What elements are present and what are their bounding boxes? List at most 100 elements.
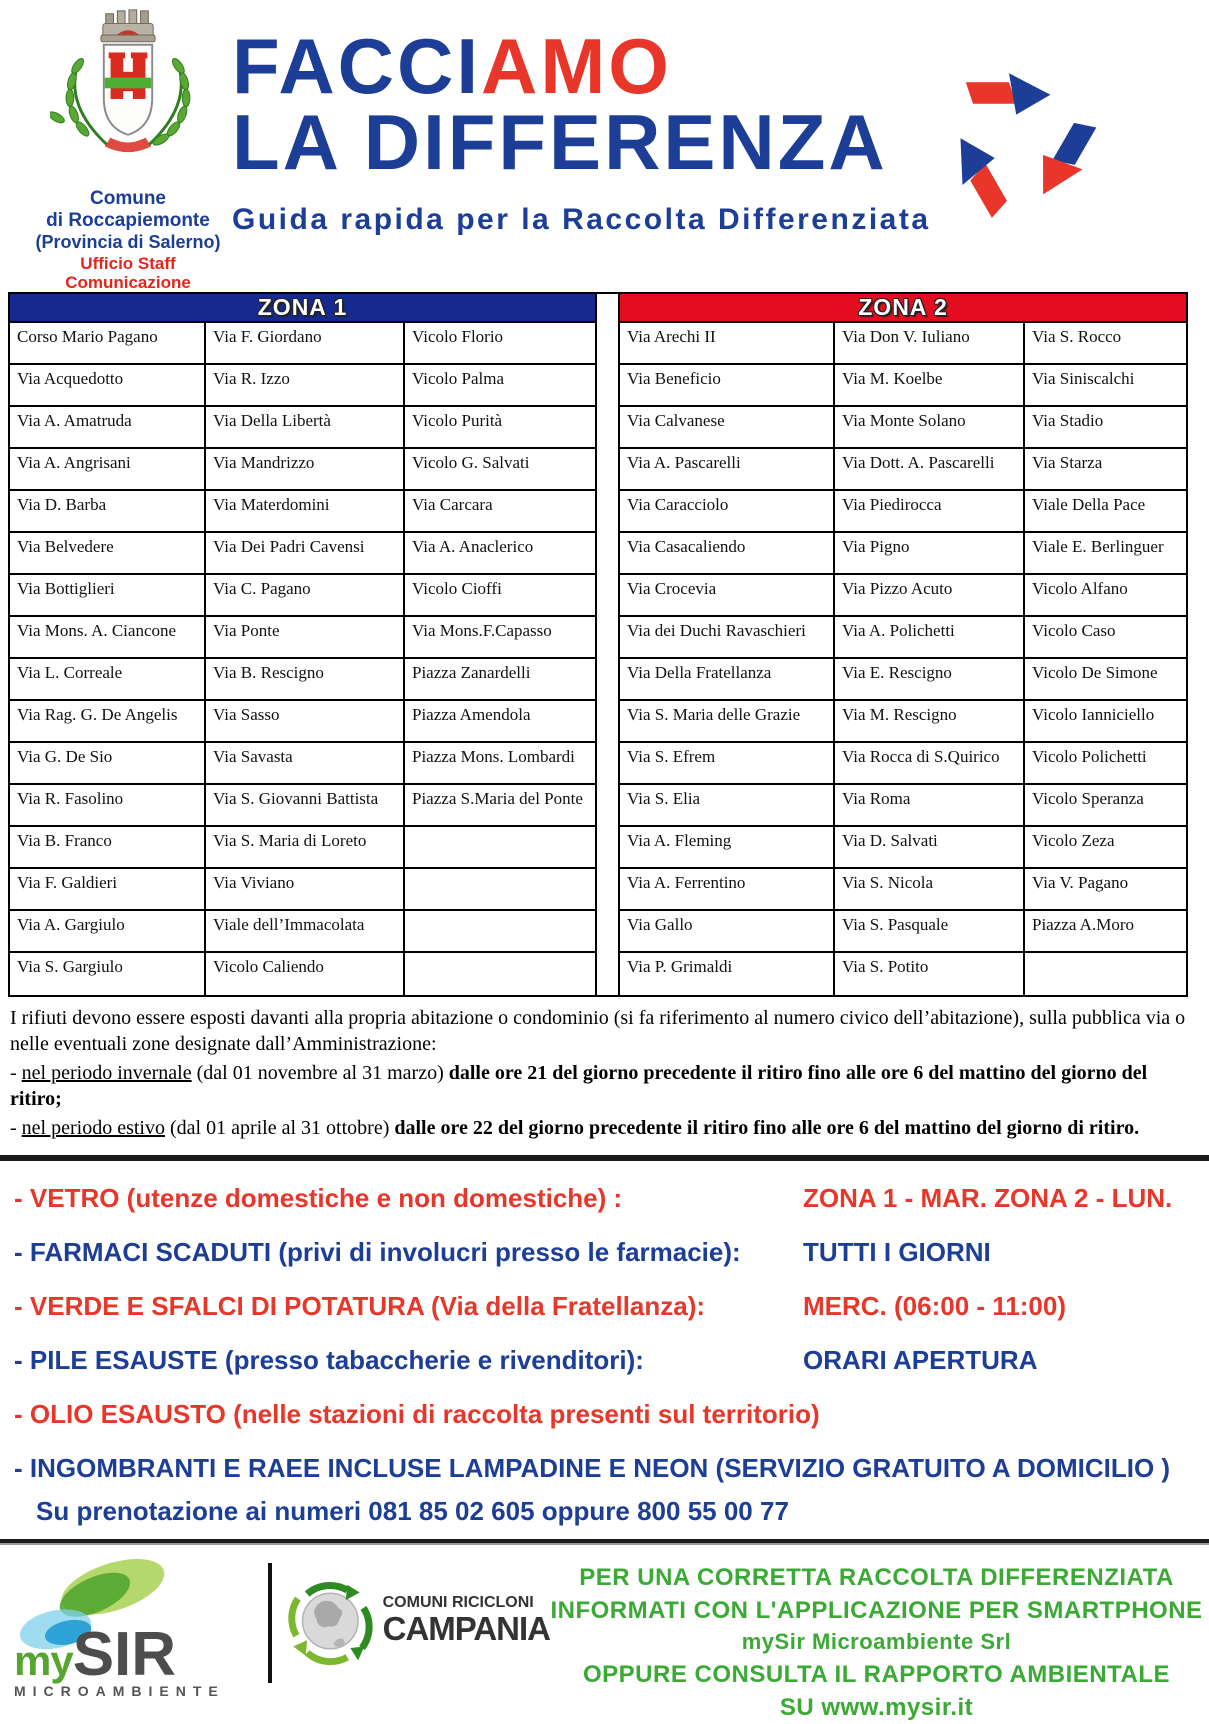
ribbon-icon — [104, 137, 152, 153]
collection-item: Su prenotazione ai numeri 081 85 02 605 … — [14, 1496, 1195, 1527]
footer-message: PER UNA CORRETTA RACCOLTA DIFFERENZIATA … — [550, 1561, 1203, 1724]
street-cell: Vicolo G. Salvati — [405, 449, 595, 491]
collection-list: - VETRO (utenze domestiche e non domesti… — [14, 1183, 1195, 1527]
street-cell: Via Siniscalchi — [1025, 365, 1186, 407]
zone2-body: Via Arechi II Via Don V. Iuliano Via S. Ro… — [620, 323, 1186, 995]
page-title-line2: LA DIFFERENZA — [232, 98, 888, 187]
street-cell: Via R. Fasolino — [10, 785, 206, 827]
street-cell: Via Acquedotto — [10, 365, 206, 407]
page-footer: mySIR MICROAMBIENTE COMUNI RICICLONI CAM… — [0, 1545, 1209, 1724]
street-cell: Via A. Anaclerico — [405, 533, 595, 575]
street-cell: Via Della Fratellanza — [620, 659, 835, 701]
zone1-table: ZONA 1 Corso Mario Pagano Via F. Giordano… — [8, 292, 597, 997]
street-cell: Via Mandrizzo — [206, 449, 405, 491]
mysir-leaf-icon — [20, 1558, 165, 1650]
zone1-header: ZONA 1 — [10, 294, 595, 323]
crown-icon — [100, 9, 156, 43]
collection-item-label: - VERDE E SFALCI DI POTATURA (Via della … — [14, 1290, 706, 1321]
collection-item-schedule: ORARI APERTURA — [803, 1344, 1038, 1375]
office-line2: Comunicazione — [65, 273, 191, 293]
street-cell: Via Crocevia — [620, 575, 835, 617]
collection-item: - OLIO ESAUSTO (nelle stazioni di raccol… — [14, 1399, 1195, 1430]
street-cell: Via Starza — [1025, 449, 1186, 491]
municipal-crest-icon — [50, 9, 191, 153]
collection-item: - VERDE E SFALCI DI POTATURA (Via della … — [14, 1291, 1195, 1322]
street-cell: Via Savasta — [206, 743, 405, 785]
collection-item-label: - INGOMBRANTI E RAEE INCLUSE LAMPADINE E… — [14, 1452, 1171, 1483]
street-cell: Vicolo De Simone — [1025, 659, 1186, 701]
street-table: ZONA 1 Corso Mario Pagano Via F. Giordano… — [8, 292, 1201, 997]
street-cell — [405, 953, 595, 995]
street-cell: Via Pizzo Acuto — [835, 575, 1025, 617]
street-cell: Via Mons.F.Capasso — [405, 617, 595, 659]
table-gap — [597, 292, 618, 997]
separator-rule — [0, 1154, 1209, 1161]
street-cell: Via A. Gargiulo — [10, 911, 206, 953]
mysir-logo: mySIR MICROAMBIENTE — [14, 1557, 262, 1705]
street-cell: Via M. Rescigno — [835, 701, 1025, 743]
footer-line-2: INFORMATI CON L'APPLICAZIONE PER SMARTPH… — [550, 1597, 1203, 1625]
street-cell: Viale dell’Immacolata — [206, 911, 405, 953]
campania-logo: COMUNI RICICLONI CAMPANIA — [284, 1561, 551, 1681]
street-cell: Via B. Rescigno — [206, 659, 405, 701]
street-cell: Via V. Pagano — [1025, 869, 1186, 911]
zone2-table: ZONA 2 Via Arechi II Via Don V. Iuliano Vi… — [618, 292, 1188, 997]
disposal-rules: I rifiuti devono essere esposti davanti … — [10, 1005, 1199, 1141]
street-cell: Via Casacaliendo — [620, 533, 835, 575]
footer-line-3: mySir Microambiente Srl — [741, 1629, 1012, 1655]
street-cell — [405, 869, 595, 911]
street-cell: Via S. Gargiulo — [10, 953, 206, 995]
street-cell: Viale E. Berlinguer — [1025, 533, 1186, 575]
street-cell: Via Dei Padri Cavensi — [206, 533, 405, 575]
street-cell: Vicolo Caso — [1025, 617, 1186, 659]
office-line1: Ufficio Staff — [80, 254, 176, 274]
street-cell: Via S. Rocco — [1025, 323, 1186, 365]
street-cell: Viale Della Pace — [1025, 491, 1186, 533]
page-title-line1: FACCIAMO — [232, 22, 672, 110]
campania-globe-icon — [288, 1581, 373, 1666]
street-cell: Via A. Amatruda — [10, 407, 206, 449]
street-cell: Via Pigno — [835, 533, 1025, 575]
street-cell: Via Roma — [835, 785, 1025, 827]
street-cell: Via D. Barba — [10, 491, 206, 533]
street-cell: Via A. Ferrentino — [620, 869, 835, 911]
collection-item: - INGOMBRANTI E RAEE INCLUSE LAMPADINE E… — [14, 1453, 1195, 1484]
street-cell: Via S. Potito — [835, 953, 1025, 995]
street-cell: Via G. De Sio — [10, 743, 206, 785]
street-cell: Via D. Salvati — [835, 827, 1025, 869]
footer-line-1: PER UNA CORRETTA RACCOLTA DIFFERENZIATA — [579, 1563, 1174, 1591]
zone2-header: ZONA 2 — [620, 294, 1186, 323]
street-cell: Vicolo Florio — [405, 323, 595, 365]
street-cell: Via Belvedere — [10, 533, 206, 575]
collection-item-label: - VETRO (utenze domestiche e non domesti… — [14, 1182, 623, 1213]
street-cell: Via M. Koelbe — [835, 365, 1025, 407]
street-cell: Via S. Pasquale — [835, 911, 1025, 953]
street-cell: Piazza Zanardelli — [405, 659, 595, 701]
collection-item-schedule: MERC. (06:00 - 11:00) — [803, 1290, 1066, 1321]
street-cell: Via C. Pagano — [206, 575, 405, 617]
street-cell: Via dei Duchi Ravaschieri — [620, 617, 835, 659]
street-cell: Via Caracciolo — [620, 491, 835, 533]
collection-item-label: - OLIO ESAUSTO (nelle stazioni di raccol… — [14, 1398, 820, 1429]
street-cell: Via Materdomini — [206, 491, 405, 533]
street-cell: Piazza S.Maria del Ponte — [405, 785, 595, 827]
page-subtitle: Guida rapida per la Raccolta Differenzia… — [232, 202, 931, 236]
collection-item: - FARMACI SCADUTI (privi di involucri pr… — [14, 1237, 1195, 1268]
street-cell: Via Carcara — [405, 491, 595, 533]
street-cell: Via Beneficio — [620, 365, 835, 407]
street-cell: Vicolo Speranza — [1025, 785, 1186, 827]
street-cell: Via P. Grimaldi — [620, 953, 835, 995]
street-cell: Vicolo Cioffi — [405, 575, 595, 617]
street-cell: Via A. Angrisani — [10, 449, 206, 491]
street-cell — [405, 911, 595, 953]
street-cell: Vicolo Purità — [405, 407, 595, 449]
street-cell: Vicolo Alfano — [1025, 575, 1186, 617]
street-cell: Via S. Elia — [620, 785, 835, 827]
mysir-subtitle: MICROAMBIENTE — [14, 1682, 225, 1699]
street-cell: Via Viviano — [206, 869, 405, 911]
mysir-wordmark: mySIR — [14, 1619, 177, 1689]
street-cell: Piazza Mons. Lombardi — [405, 743, 595, 785]
collection-item-label: - PILE ESAUSTE (presso tabaccherie e riv… — [14, 1344, 644, 1375]
collection-item-label: - FARMACI SCADUTI (privi di involucri pr… — [14, 1236, 741, 1267]
campania-wordmark: COMUNI RICICLONI CAMPANIA — [382, 1593, 551, 1647]
